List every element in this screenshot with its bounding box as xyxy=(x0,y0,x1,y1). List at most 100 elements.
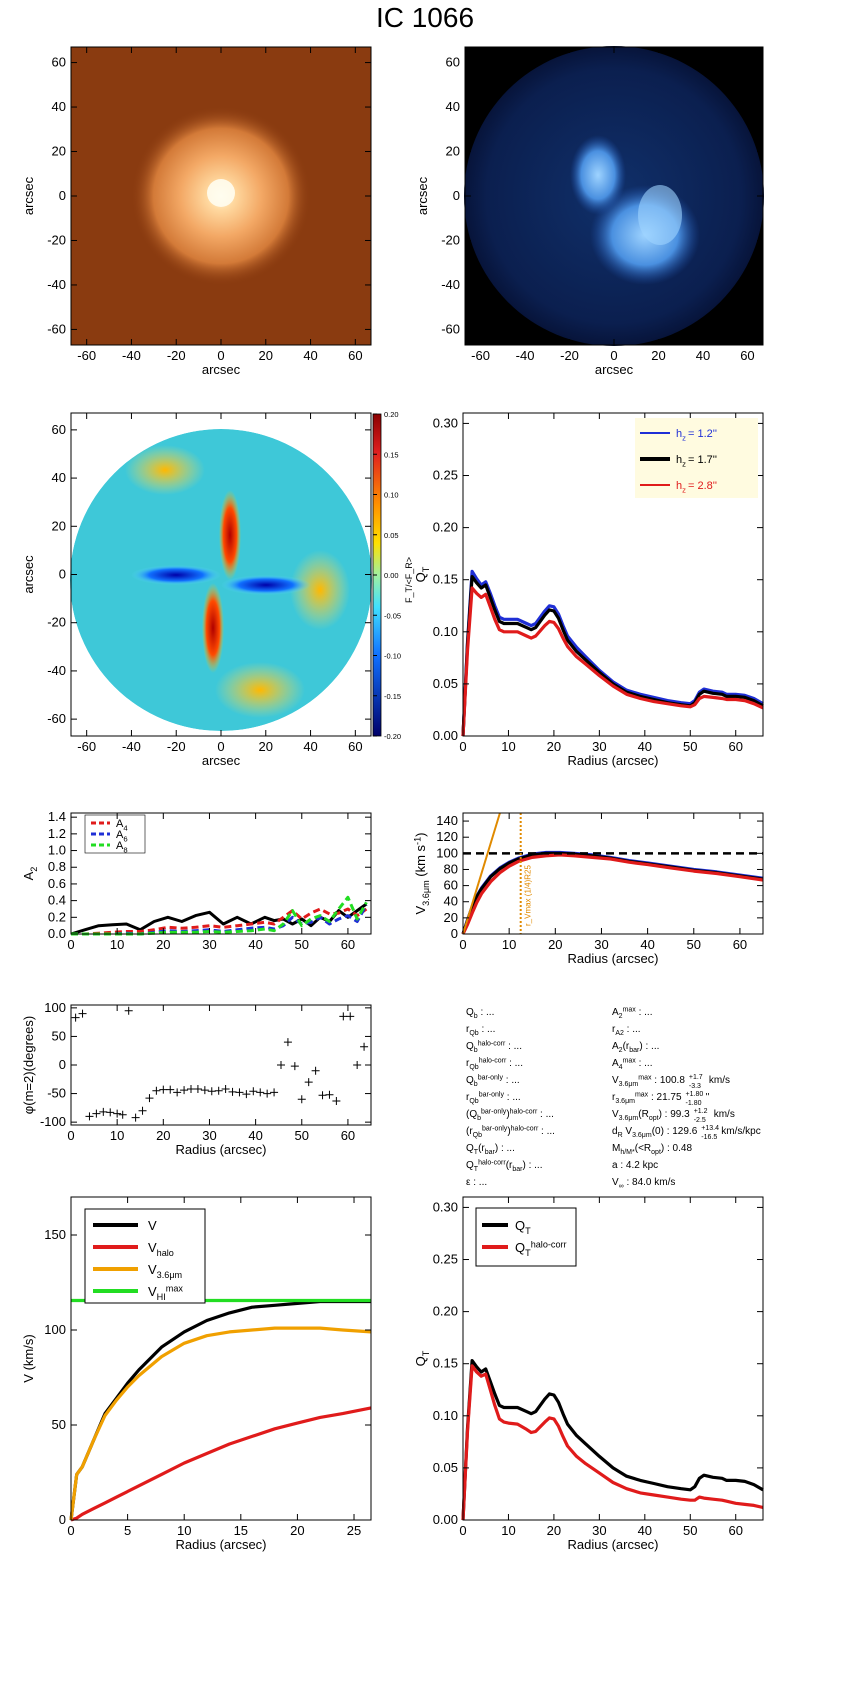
y-tick-label: 20 xyxy=(52,518,66,533)
y-tick-label: 0.25 xyxy=(433,468,458,483)
data-point xyxy=(138,1106,147,1115)
x-tick-label: -60 xyxy=(471,348,490,363)
colorbar-tick-label: 0.00 xyxy=(384,571,399,580)
data-point xyxy=(283,1038,292,1047)
param-left: rQbbar-only : ... xyxy=(466,1092,521,1106)
x-tick-label: 0 xyxy=(217,348,224,363)
legend-label: A4 xyxy=(116,818,128,832)
y-tick-label: 120 xyxy=(436,829,458,844)
data-point xyxy=(353,1061,362,1069)
series-line xyxy=(461,569,764,737)
axes-frame xyxy=(462,1196,764,1521)
param-unit: km/s xyxy=(714,1109,735,1120)
y-axis-label: arcsec xyxy=(21,555,36,594)
data-point xyxy=(297,1095,306,1104)
force-lobe-blue xyxy=(131,565,221,585)
y-tick-label: 0 xyxy=(453,188,460,203)
axes-image-3p6um: -60 -40 -20 0 20 40 60 -60 -40 -20 0 20 40 60 arcsec ar… xyxy=(21,46,372,377)
data-point xyxy=(249,1087,258,1096)
y-tick-label: 50 xyxy=(52,1028,66,1043)
panel-residual-image: -60 -40 -20 0 20 40 60 -60 -40 -20 0 20 40 60 arcsec ar… xyxy=(415,46,764,377)
axes-qt-profile: 0 10 20 30 40 50 60 0.00 0.05 0.10 0.15 0.20 0.25 0.3… xyxy=(413,412,764,768)
data-point xyxy=(235,1088,244,1097)
slope-line xyxy=(462,812,501,935)
x-tick-label: 40 xyxy=(303,348,317,363)
data-point xyxy=(270,1088,279,1097)
y-tick-label: 0.6 xyxy=(48,876,66,891)
y-axis-label: QT xyxy=(413,566,431,582)
x-tick-label: 20 xyxy=(259,739,273,754)
data-point xyxy=(263,1089,272,1098)
param-left: Qb : ... xyxy=(466,1007,494,1020)
x-axis-label: Radius (arcsec) xyxy=(567,753,658,768)
legend-value: = 2.8'' xyxy=(688,480,717,492)
y-tick-label: 80 xyxy=(444,861,458,876)
x-tick-label: -20 xyxy=(560,348,579,363)
data-point xyxy=(339,1012,348,1021)
param-left: rQb : ... xyxy=(466,1024,495,1037)
x-tick-label: 20 xyxy=(547,1523,561,1538)
axes-frame xyxy=(70,812,372,935)
x-tick-label: 20 xyxy=(651,348,665,363)
data-point xyxy=(332,1097,341,1105)
force-lobe-yellow xyxy=(290,550,350,630)
series-line xyxy=(71,895,368,936)
param-right: V3.6μmmax : 100.8 xyxy=(612,1075,685,1089)
x-tick-label: 60 xyxy=(740,348,754,363)
x-tick-label: -60 xyxy=(77,348,96,363)
data-point xyxy=(360,1042,369,1051)
axes-frame xyxy=(462,412,764,737)
y-axis-label: arcsec xyxy=(21,176,36,215)
y-axis-label: V3.6μm (km s-1) xyxy=(412,833,430,915)
series-line xyxy=(461,586,764,737)
data-point xyxy=(325,1090,334,1099)
y-tick-label: 0.0 xyxy=(48,926,66,941)
axes-force-map: -60 -40 -20 0 20 40 60 -60 -40 -20 0 20 40 60 arcsec ar… xyxy=(21,412,372,768)
legend-label: hz xyxy=(676,454,686,468)
y-tick-label: 60 xyxy=(444,878,458,893)
legend-label: Vhalo xyxy=(148,1240,174,1258)
y-tick-label: -100 xyxy=(40,1114,66,1129)
colorbar-tick-label: 0.15 xyxy=(384,450,399,459)
x-tick-label: 20 xyxy=(290,1523,304,1538)
data-point xyxy=(207,1087,216,1096)
param-right: dR V3.6μm(0) : 129.6 xyxy=(612,1126,698,1139)
data-point xyxy=(304,1078,313,1087)
data-point xyxy=(118,1110,127,1119)
y-tick-label: 1.0 xyxy=(48,843,66,858)
data-point xyxy=(256,1088,265,1097)
data-point xyxy=(124,1006,133,1015)
data-point xyxy=(187,1085,195,1093)
axes-image-residual: -60 -40 -20 0 20 40 60 -60 -40 -20 0 20 40 60 arcsec ar… xyxy=(415,46,764,377)
y-tick-label: 50 xyxy=(52,1417,66,1432)
y-tick-label: 0.15 xyxy=(433,572,458,587)
axes-fourier-amplitudes: 0 10 20 30 40 50 60 0.0 0.20.4 0.6 0.81.0 1.2 1.4 A2 A… xyxy=(21,809,372,952)
x-tick-label: 40 xyxy=(638,739,652,754)
panel-force-map: 0.20 0.15 0.10 0.05 0.00 -0.05 -0.10 -0.15 -0.20… xyxy=(21,410,414,768)
x-tick-label: 0 xyxy=(610,348,617,363)
param-left: Qbbar-only : ... xyxy=(466,1075,520,1089)
y-tick-label: 0 xyxy=(59,188,66,203)
x-tick-label: 30 xyxy=(202,937,216,952)
y-tick-label: 40 xyxy=(52,470,66,485)
param-uncertainty: +1.7 xyxy=(689,1074,703,1081)
param-right: rA2 : ... xyxy=(612,1024,641,1037)
x-tick-label: 30 xyxy=(592,1523,606,1538)
param-right: A4max : ... xyxy=(612,1058,652,1072)
y-tick-label: -40 xyxy=(47,277,66,292)
param-right: a : 4.2 kpc xyxy=(612,1160,658,1171)
x-tick-label: 40 xyxy=(640,937,654,952)
x-tick-label: 0 xyxy=(459,739,466,754)
series-line xyxy=(461,1364,764,1521)
x-tick-label: 60 xyxy=(728,1523,742,1538)
y-tick-label: -60 xyxy=(47,711,66,726)
y-tick-label: 20 xyxy=(444,910,458,925)
x-tick-label: 10 xyxy=(501,739,515,754)
x-tick-label: 10 xyxy=(501,1523,515,1538)
x-tick-label: -40 xyxy=(122,739,141,754)
y-tick-label: -60 xyxy=(47,321,66,336)
axes-phase-profile: 0 10 20 30 40 50 60 -100 -50 0 50 100 Radius (arcsec… xyxy=(21,1000,372,1157)
y-axis-label: QT xyxy=(413,1350,431,1366)
axes-frame xyxy=(70,1004,372,1126)
series-line xyxy=(461,575,764,737)
